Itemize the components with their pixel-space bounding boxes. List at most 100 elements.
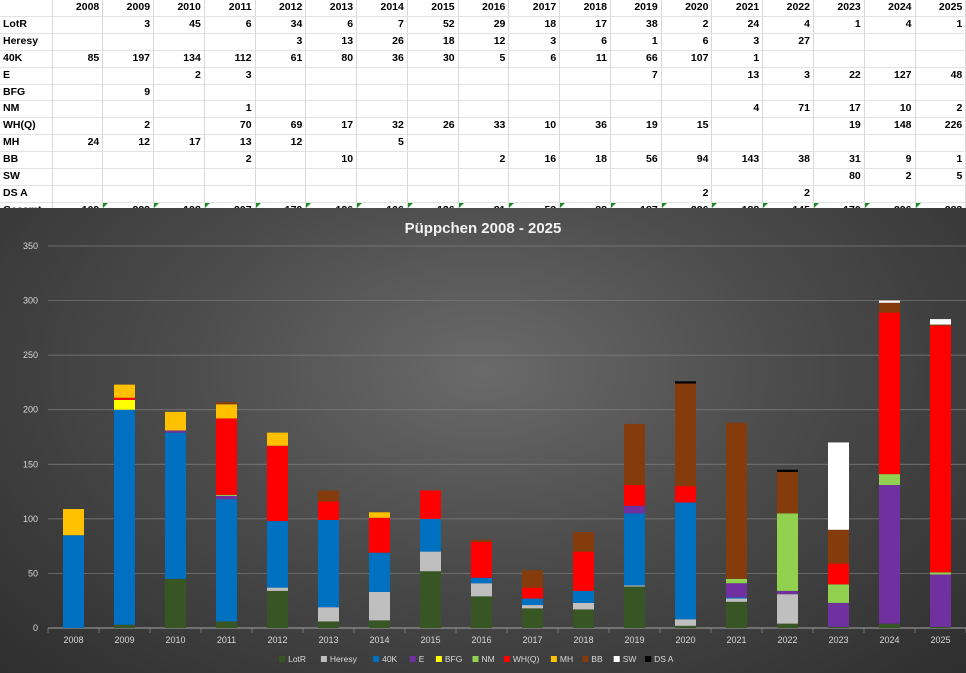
- table-cell: [153, 84, 205, 102]
- bar-segment: [369, 512, 390, 518]
- row-label: BB: [0, 151, 53, 170]
- table-cell: 94: [661, 151, 713, 170]
- table-cell: 127: [864, 67, 916, 85]
- table-cell: [661, 168, 713, 186]
- bar-segment: [879, 312, 900, 475]
- bar-segment: [216, 495, 237, 500]
- table-cell: [762, 50, 814, 68]
- bar-segment: [777, 590, 798, 595]
- table-cell: 13: [305, 33, 358, 51]
- table-cell: [915, 84, 966, 102]
- stacked-bar-chart: Püppchen 2008 - 2025 0 50 100 150 200 250 300 35…: [23, 220, 966, 664]
- legend-swatch: [613, 656, 620, 662]
- bar-segment: [267, 432, 288, 446]
- row-label: DS A: [0, 185, 53, 203]
- table-cell: [508, 185, 561, 203]
- table-cell: [356, 168, 408, 186]
- table-cell: 3: [711, 33, 764, 51]
- table-cell: 80: [813, 168, 865, 186]
- table-cell: 3: [762, 67, 814, 85]
- table-cell: 12: [458, 33, 510, 51]
- table-cell: 17: [305, 117, 358, 136]
- x-tick-label: 2018: [573, 635, 593, 645]
- table-cell: 33: [458, 117, 510, 136]
- table-cell: 2: [864, 168, 916, 186]
- table-cell: [864, 84, 916, 102]
- bar-segment: [420, 551, 441, 572]
- bar-segment: [726, 601, 747, 628]
- table-cell: 13: [204, 134, 256, 153]
- x-tick-label: 2014: [369, 635, 389, 645]
- table-cell: [52, 151, 104, 170]
- table-cell: 1: [915, 16, 966, 34]
- table-cell: [458, 84, 510, 102]
- table-cell: [305, 134, 358, 153]
- bar-segment: [624, 505, 645, 514]
- table-cell: [204, 168, 256, 186]
- table-cell: [255, 185, 307, 203]
- year-header: 2010: [153, 0, 205, 17]
- table-cell: 1: [813, 16, 865, 34]
- table-cell: 30: [407, 50, 459, 68]
- x-tick-label: 2013: [318, 635, 338, 645]
- table-cell: 3: [102, 16, 155, 34]
- table-cell: 7: [610, 67, 662, 85]
- table-cell: [407, 185, 459, 203]
- table-cell: [153, 100, 205, 119]
- chart-title: Püppchen 2008 - 2025: [405, 220, 562, 237]
- table-cell: [458, 168, 510, 186]
- x-tick-label: 2010: [165, 635, 185, 645]
- bar-segment: [777, 469, 798, 472]
- y-tick-label: 50: [28, 568, 38, 578]
- table-row: SW 80 2 5: [0, 168, 966, 186]
- table-cell: 32: [356, 117, 408, 136]
- bar-segment: [573, 609, 594, 628]
- table-cell: [52, 168, 104, 186]
- table-cell: [255, 84, 307, 102]
- bar-segment: [369, 620, 390, 628]
- table-cell: 143: [711, 151, 764, 170]
- table-cell: [915, 50, 966, 68]
- year-header: 2015: [407, 0, 459, 17]
- table-cell: [102, 168, 155, 186]
- legend-label: BFG: [445, 654, 462, 664]
- table-cell: [204, 33, 256, 51]
- table-cell: [813, 185, 865, 203]
- bar-segment: [624, 586, 645, 628]
- bar-segment: [726, 597, 747, 599]
- table-cell: [153, 117, 205, 136]
- bar-segment: [777, 513, 798, 591]
- bar-segment: [777, 623, 798, 628]
- table-cell: [305, 84, 358, 102]
- table-cell: [559, 185, 611, 203]
- table-cell: [711, 134, 764, 153]
- bar-segment: [114, 399, 135, 410]
- bar-segment: [726, 422, 747, 579]
- table-cell: 2: [762, 185, 814, 203]
- table-cell: 5: [458, 50, 510, 68]
- bar-segment: [930, 325, 951, 573]
- table-cell: [559, 168, 611, 186]
- bar-segment: [777, 471, 798, 514]
- table-cell: 6: [204, 16, 256, 34]
- bar-segment: [624, 423, 645, 486]
- bar-segment: [369, 552, 390, 592]
- y-tick-label: 150: [23, 459, 38, 469]
- table-cell: [356, 100, 408, 119]
- bar-segment: [267, 590, 288, 628]
- table-cell: [407, 168, 459, 186]
- table-cell: 85: [52, 50, 104, 68]
- table-cell: [661, 67, 713, 85]
- table-cell: 36: [559, 117, 611, 136]
- table-cell: [305, 185, 358, 203]
- table-row: 40K 85 197 134 112 61 80 36 30 5 6 11 66 107 1: [0, 50, 966, 68]
- bar-segment: [828, 626, 849, 628]
- table-cell: 26: [356, 33, 408, 51]
- x-tick-label: 2008: [63, 635, 83, 645]
- bar-segment: [216, 621, 237, 628]
- bar-segment: [675, 619, 696, 626]
- bar-segment: [675, 502, 696, 620]
- bar-segment: [471, 577, 492, 584]
- table-cell: [559, 67, 611, 85]
- year-header: 2012: [255, 0, 307, 17]
